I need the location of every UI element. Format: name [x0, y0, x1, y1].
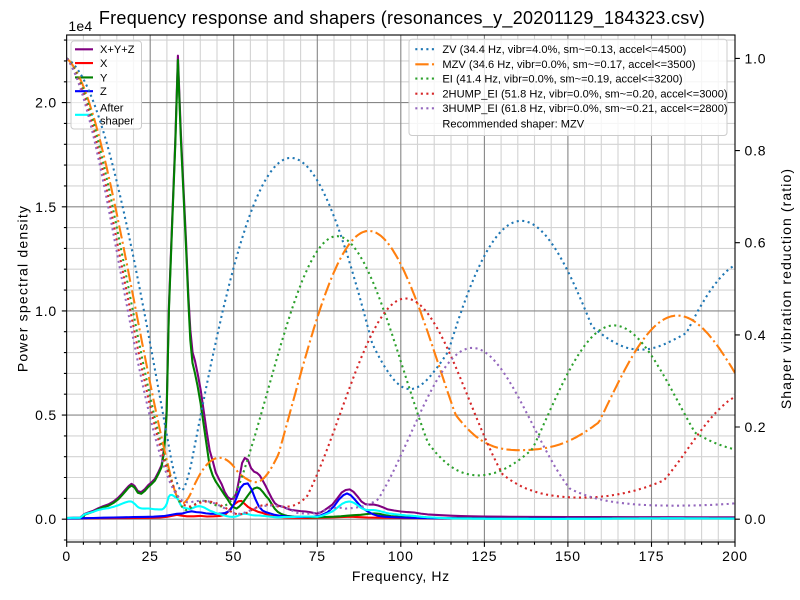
svg-text:0.4: 0.4 [745, 327, 767, 343]
svg-text:100: 100 [388, 548, 414, 564]
svg-text:150: 150 [555, 548, 581, 564]
svg-text:175: 175 [639, 548, 665, 564]
svg-text:125: 125 [472, 548, 498, 564]
svg-text:2.0: 2.0 [35, 95, 57, 111]
svg-text:Y: Y [100, 72, 108, 84]
svg-text:1e4: 1e4 [68, 18, 92, 34]
svg-text:25: 25 [142, 548, 159, 564]
svg-text:shaper: shaper [100, 116, 134, 128]
svg-text:75: 75 [309, 548, 326, 564]
svg-text:Frequency, Hz: Frequency, Hz [352, 568, 450, 584]
svg-text:200: 200 [722, 548, 748, 564]
svg-text:X: X [100, 58, 108, 70]
svg-text:0.0: 0.0 [745, 511, 767, 527]
svg-text:After: After [100, 102, 124, 114]
svg-text:1.0: 1.0 [35, 303, 57, 319]
svg-text:X+Y+Z: X+Y+Z [100, 44, 135, 56]
svg-text:ZV (34.4 Hz, vibr=4.0%, sm~=0.: ZV (34.4 Hz, vibr=4.0%, sm~=0.13, accel<… [442, 44, 686, 56]
svg-text:Power spectral density: Power spectral density [15, 205, 31, 372]
svg-text:0: 0 [62, 548, 71, 564]
svg-text:MZV (34.6 Hz, vibr=0.0%, sm~=0: MZV (34.6 Hz, vibr=0.0%, sm~=0.17, accel… [442, 59, 695, 71]
svg-text:0.5: 0.5 [35, 407, 57, 423]
svg-text:50: 50 [225, 548, 242, 564]
svg-text:Z: Z [100, 86, 107, 98]
svg-text:2HUMP_EI (51.8 Hz, vibr=0.0%,: 2HUMP_EI (51.8 Hz, vibr=0.0%, sm~=0.20, … [442, 89, 727, 101]
svg-text:0.6: 0.6 [745, 235, 767, 251]
svg-text:1.5: 1.5 [35, 199, 57, 215]
svg-text:0.0: 0.0 [35, 511, 57, 527]
svg-text:1.0: 1.0 [745, 50, 767, 66]
svg-text:Shaper vibration reduction (ra: Shaper vibration reduction (ratio) [778, 168, 794, 409]
svg-text:3HUMP_EI (61.8 Hz, vibr=0.0%,: 3HUMP_EI (61.8 Hz, vibr=0.0%, sm~=0.21, … [442, 103, 727, 115]
svg-text:0.2: 0.2 [745, 419, 767, 435]
svg-text:Recommended shaper: MZV: Recommended shaper: MZV [442, 118, 584, 130]
svg-text:0.8: 0.8 [745, 143, 767, 159]
svg-text:EI (41.4 Hz, vibr=0.0%, sm~=0.: EI (41.4 Hz, vibr=0.0%, sm~=0.19, accel<… [442, 74, 682, 86]
svg-text:Frequency response and shapers: Frequency response and shapers (resonanc… [99, 8, 705, 29]
